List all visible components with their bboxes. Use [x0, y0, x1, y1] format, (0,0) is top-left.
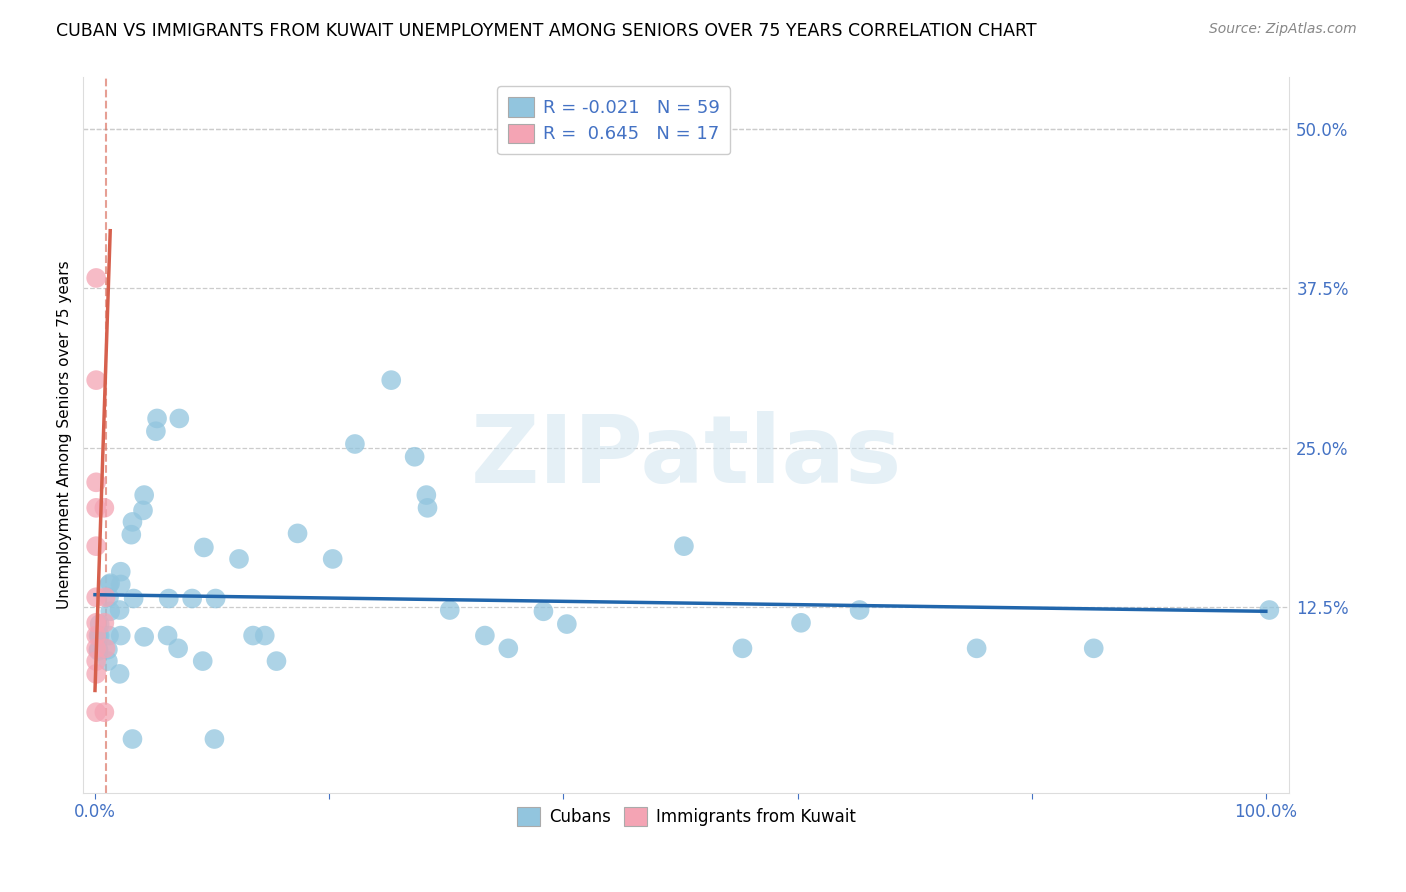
Point [555, 617, 578, 632]
Point [191, 654, 214, 668]
Point [94, 591, 117, 605]
Point [439, 603, 461, 617]
Point [84, 539, 107, 553]
Point [157, 591, 180, 606]
Point [121, 515, 143, 529]
Point [416, 500, 439, 515]
Point [242, 629, 264, 643]
Point [87, 642, 110, 657]
Point [167, 641, 190, 656]
Point [110, 629, 132, 643]
Point [415, 488, 437, 502]
Point [84, 373, 107, 387]
Legend: Cubans, Immigrants from Kuwait: Cubans, Immigrants from Kuwait [509, 799, 863, 834]
Point [228, 552, 250, 566]
Point [97, 654, 120, 668]
Point [790, 615, 813, 630]
Point [98, 629, 121, 643]
Point [134, 488, 156, 502]
Point [89, 617, 111, 632]
Point [110, 565, 132, 579]
Point [84, 666, 107, 681]
Point [848, 603, 870, 617]
Point [84, 500, 107, 515]
Point [253, 629, 276, 643]
Point [110, 577, 132, 591]
Point [108, 603, 131, 617]
Point [474, 629, 496, 643]
Point [84, 615, 107, 630]
Point [204, 731, 226, 746]
Point [169, 411, 191, 425]
Text: Source: ZipAtlas.com: Source: ZipAtlas.com [1209, 22, 1357, 37]
Point [84, 271, 107, 285]
Point [193, 541, 215, 555]
Point [93, 615, 115, 630]
Point [108, 666, 131, 681]
Point [84, 591, 107, 605]
Point [84, 654, 107, 668]
Point [1083, 641, 1105, 656]
Point [89, 629, 111, 643]
Point [287, 526, 309, 541]
Point [98, 577, 121, 591]
Point [98, 591, 121, 605]
Point [614, 130, 637, 145]
Point [84, 641, 107, 656]
Point [122, 591, 145, 606]
Point [84, 475, 107, 490]
Point [204, 591, 226, 606]
Point [181, 591, 204, 606]
Point [93, 705, 115, 719]
Point [87, 629, 110, 643]
Point [343, 437, 366, 451]
Point [93, 500, 115, 515]
Text: ZIPatlas: ZIPatlas [471, 410, 903, 502]
Point [533, 604, 555, 618]
Point [966, 641, 988, 656]
Text: CUBAN VS IMMIGRANTS FROM KUWAIT UNEMPLOYMENT AMONG SENIORS OVER 75 YEARS CORRELA: CUBAN VS IMMIGRANTS FROM KUWAIT UNEMPLOY… [56, 22, 1036, 40]
Point [97, 642, 120, 657]
Point [145, 424, 167, 438]
Point [98, 604, 121, 618]
Point [87, 644, 110, 658]
Point [84, 705, 107, 719]
Point [121, 731, 143, 746]
Point [84, 629, 107, 643]
Y-axis label: Unemployment Among Seniors over 75 years: Unemployment Among Seniors over 75 years [58, 260, 72, 609]
Point [134, 630, 156, 644]
Point [146, 411, 169, 425]
Point [380, 373, 402, 387]
Point [404, 450, 426, 464]
Point [498, 641, 520, 656]
Point [156, 629, 179, 643]
Point [672, 539, 695, 553]
Point [98, 576, 121, 591]
Point [731, 641, 754, 656]
Point [120, 527, 142, 541]
Point [266, 654, 288, 668]
Point [1258, 603, 1281, 617]
Point [322, 552, 344, 566]
Point [94, 641, 117, 656]
Point [132, 503, 155, 517]
